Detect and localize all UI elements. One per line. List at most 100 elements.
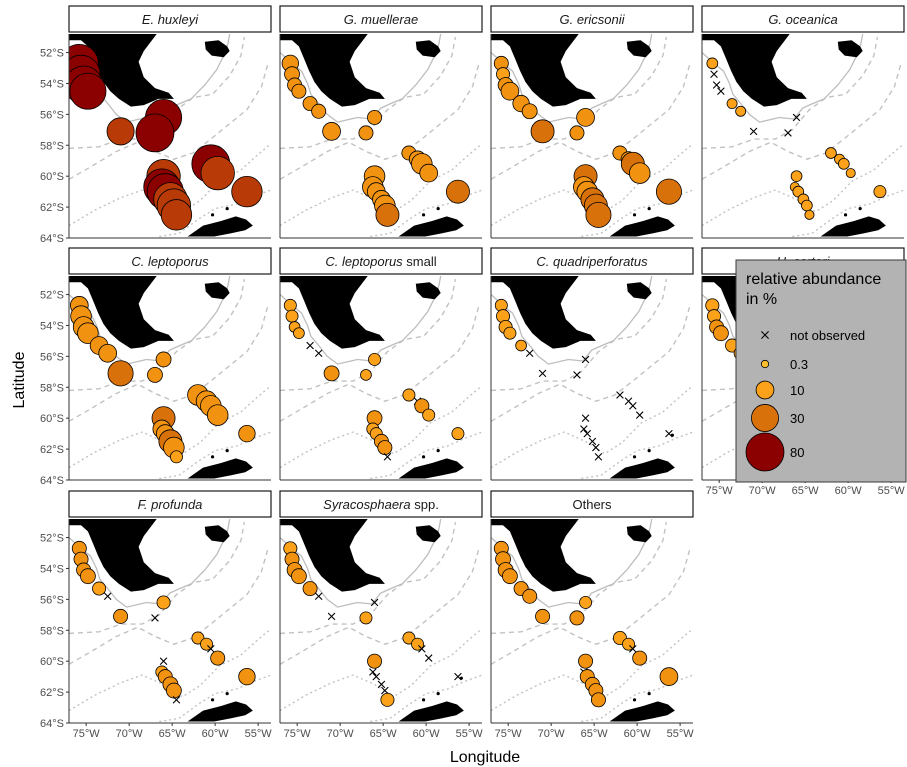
land-islet (210, 213, 215, 217)
land-south-america (69, 276, 174, 349)
legend-size-key (745, 432, 785, 472)
abundance-point (726, 98, 738, 109)
abundance-point (291, 83, 307, 99)
land-falklands (626, 282, 652, 300)
abundance-point (569, 125, 585, 141)
land-south-america (702, 34, 807, 107)
legend-not-observed-label: not observed (790, 328, 865, 343)
x-tick-label: 65°W (370, 728, 398, 740)
not-observed-mark (792, 113, 801, 122)
front-line (280, 549, 480, 665)
x-tick-label: 60°W (413, 728, 441, 740)
panel-map (280, 276, 482, 480)
land-south-america (69, 34, 174, 107)
panel-title: E. huxleyi (142, 12, 199, 27)
x-tick-label: 70°W (116, 728, 144, 740)
y-tick-label: 64°S (40, 233, 64, 245)
not-observed-mark (594, 453, 603, 461)
abundance-point (838, 157, 850, 170)
x-tick-label: 70°W (749, 485, 777, 497)
y-tick-label: 62°S (40, 444, 64, 456)
x-axis-title: Longitude (450, 749, 520, 766)
land-islet (843, 213, 848, 217)
abundance-point (367, 653, 383, 669)
abundance-point (659, 667, 679, 686)
panel-title-italic: Syracosphaera (323, 497, 410, 512)
abundance-point (569, 610, 585, 626)
abundance-point (419, 163, 439, 183)
abundance-point (69, 72, 107, 110)
land-islet (632, 698, 637, 702)
legend-size-label: 10 (790, 383, 804, 398)
x-tick-label: 55°W (667, 728, 695, 740)
panel-title-italic: C. leptoporus (131, 254, 209, 269)
panel-map (280, 34, 482, 238)
land-islet (436, 207, 440, 211)
y-tick-label: 52°S (40, 290, 64, 302)
abundance-point (238, 424, 256, 443)
x-tick-label: 60°W (202, 728, 230, 740)
legend-size-key (760, 359, 770, 369)
legend-size-key (751, 404, 779, 432)
not-observed-mark (712, 81, 721, 89)
not-observed-mark (784, 129, 792, 137)
abundance-point (285, 309, 299, 323)
abundance-point (206, 404, 229, 426)
legend-title: relative abundance (746, 271, 881, 288)
front-line (69, 64, 269, 180)
land-south-america (280, 34, 385, 107)
land-antarctic-peninsula (187, 458, 253, 479)
y-tick-label: 52°S (40, 533, 64, 545)
land-islet (647, 692, 651, 696)
front-line (280, 36, 457, 150)
land-antarctic-peninsula (187, 701, 253, 722)
panel-strip (279, 247, 483, 275)
panel-map (491, 34, 693, 238)
abundance-point (135, 113, 175, 153)
land-islet (225, 692, 229, 696)
x-tick-label: 70°W (538, 728, 566, 740)
not-observed-mark (629, 402, 637, 410)
panel-map (69, 519, 271, 723)
front-line (702, 36, 879, 150)
panel-strip (279, 490, 483, 518)
abundance-point (293, 327, 305, 340)
land-islet (421, 698, 426, 702)
not-observed-mark (314, 349, 323, 358)
not-observed-mark (314, 592, 323, 601)
abundance-point (302, 581, 318, 597)
y-tick-label: 54°S (40, 320, 64, 332)
land-islet (647, 207, 651, 211)
abundance-point (706, 57, 719, 70)
front-line (280, 306, 480, 422)
panel-title: C. leptoporus (131, 254, 209, 269)
front-line (491, 306, 691, 422)
y-tick-label: 62°S (40, 202, 64, 214)
panel-title: G. muellerae (344, 12, 418, 27)
panel-map (280, 519, 482, 723)
front-line (280, 278, 457, 392)
panel-map (69, 34, 271, 238)
not-observed-mark (588, 437, 597, 446)
abundance-point (628, 162, 651, 184)
land-islet (421, 213, 426, 217)
panel-title-italic: G. muellerae (344, 12, 418, 27)
front-line (69, 549, 269, 665)
land-falklands (415, 525, 441, 543)
y-tick-label: 64°S (40, 718, 64, 730)
panel-title: C. leptoporus small (325, 254, 436, 269)
y-tick-label: 58°S (40, 625, 64, 637)
x-tick-label: 55°W (878, 485, 906, 497)
panel-map (491, 276, 693, 480)
abundance-point (873, 185, 887, 199)
not-observed-mark (372, 672, 381, 681)
y-tick-label: 60°S (40, 171, 64, 183)
abundance-point (845, 168, 856, 179)
land-south-america (69, 519, 174, 592)
abundance-point (359, 611, 373, 625)
y-tick-label: 60°S (40, 413, 64, 425)
not-observed-mark (573, 371, 581, 379)
abundance-point (147, 367, 163, 383)
abundance-point (402, 388, 416, 402)
